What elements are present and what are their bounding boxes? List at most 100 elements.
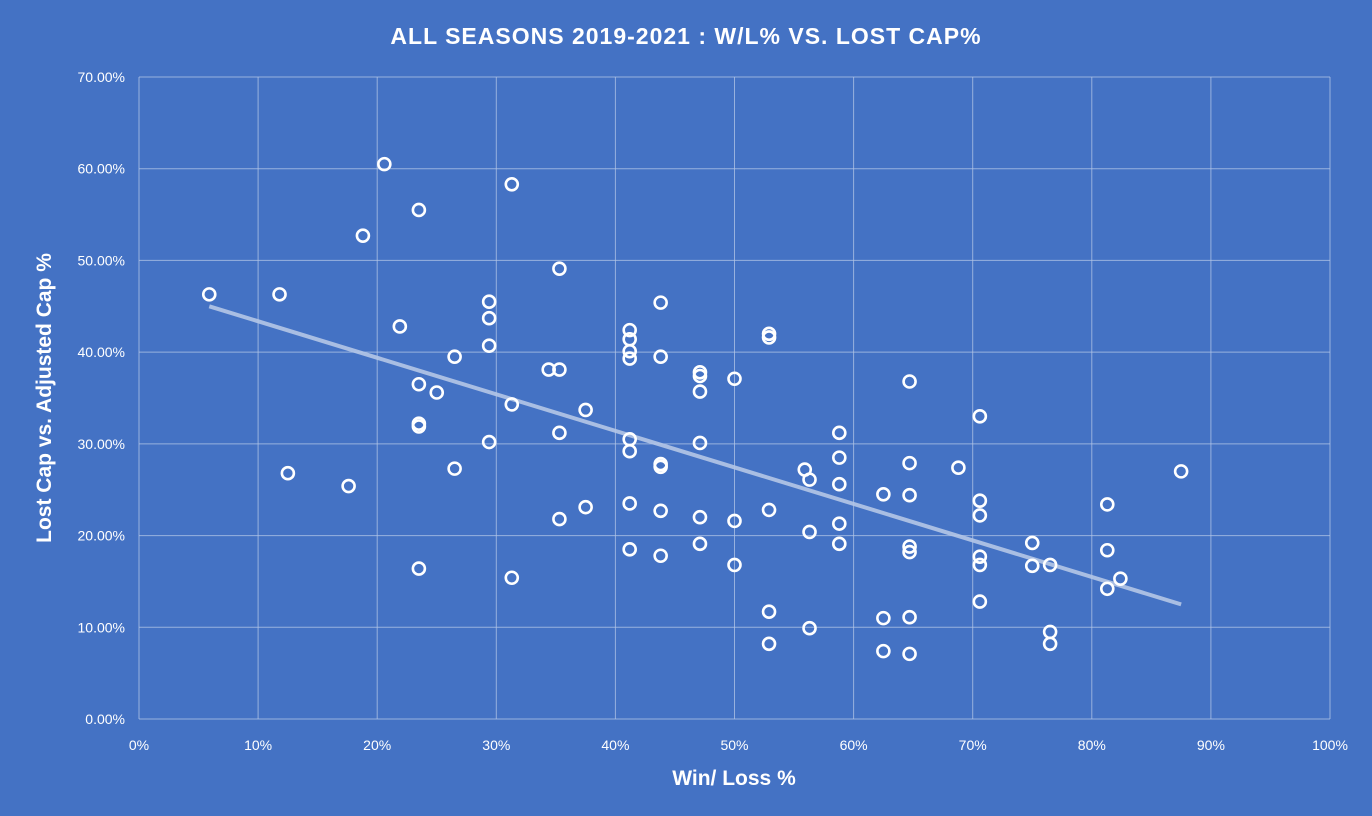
x-tick-label: 100% <box>1312 737 1348 753</box>
scatter-point <box>1113 571 1128 586</box>
scatter-point <box>552 511 567 527</box>
scatter-point <box>972 409 988 424</box>
scatter-point <box>972 594 988 609</box>
x-tick-label: 90% <box>1197 737 1225 753</box>
scatter-point <box>411 561 427 576</box>
scatter-point <box>653 349 668 365</box>
scatter-point <box>1024 535 1040 551</box>
x-tick-label: 50% <box>720 737 748 753</box>
scatter-point <box>902 544 917 560</box>
scatter-point <box>761 604 777 619</box>
scatter-point <box>802 524 817 540</box>
scatter-point <box>653 503 668 519</box>
scatter-point <box>653 459 668 475</box>
scatter-point <box>692 384 708 399</box>
scatter-point <box>972 557 988 573</box>
trendline <box>208 304 1182 607</box>
y-tick-label: 60.00% <box>78 161 125 177</box>
scatter-point <box>429 385 445 400</box>
scatter-point <box>552 362 567 377</box>
scatter-point <box>481 338 497 354</box>
scatter-point <box>1099 497 1115 512</box>
gridlines <box>138 76 1331 720</box>
scatter-point <box>653 548 668 564</box>
scatter-point <box>504 570 520 586</box>
scatter-point <box>727 557 742 573</box>
scatter-point <box>622 343 637 359</box>
scatter-point <box>832 450 847 465</box>
y-tick-label: 30.00% <box>78 436 125 452</box>
x-tick-label: 30% <box>482 737 510 753</box>
scatter-point <box>578 402 593 418</box>
scatter-point <box>504 397 520 412</box>
scatter-point <box>272 287 287 302</box>
scatter-point <box>1024 558 1040 574</box>
scatter-point <box>481 434 497 450</box>
scatter-point <box>972 549 988 564</box>
scatter-point <box>902 646 917 662</box>
scatter-point <box>411 202 427 218</box>
scatter-point <box>622 443 637 459</box>
scatter-point <box>902 539 917 554</box>
scatter-point <box>876 643 891 659</box>
x-tick-label: 20% <box>363 737 391 753</box>
scatter-point <box>1099 542 1115 558</box>
scatter-point <box>832 536 847 552</box>
scatter-point <box>622 542 637 557</box>
scatter-point <box>761 502 777 518</box>
scatter-point <box>727 513 742 529</box>
scatter-point <box>622 351 637 366</box>
y-tick-label: 10.00% <box>78 619 125 635</box>
scatter-point <box>832 476 847 492</box>
scatter-point <box>972 493 988 509</box>
x-tick-label: 0% <box>129 737 149 753</box>
scatter-point <box>1173 464 1189 479</box>
scatter-point <box>1042 557 1058 573</box>
x-axis-title: Win/ Loss % <box>672 767 796 790</box>
y-tick-label: 20.00% <box>78 528 125 544</box>
scatter-point <box>1042 636 1058 652</box>
scatter-point <box>355 228 371 243</box>
y-tick-label: 0.00% <box>85 711 125 727</box>
x-tick-label: 40% <box>601 737 629 753</box>
scatter-point <box>552 261 567 276</box>
scatter-point <box>692 509 708 525</box>
scatter-point <box>504 177 520 192</box>
scatter-point <box>876 486 891 502</box>
scatter-point <box>447 461 462 476</box>
x-tick-label: 60% <box>840 737 868 753</box>
y-tick-label: 50.00% <box>78 252 125 268</box>
tick-labels: 0.00% 10.00% 20.00% 30.00% 40.00% 50.00% 60.00… <box>78 69 1348 753</box>
y-tick-label: 40.00% <box>78 344 125 360</box>
scatter-point <box>902 374 917 389</box>
scatter-point <box>481 294 497 310</box>
scatter-point <box>902 609 917 625</box>
x-tick-label: 70% <box>959 737 987 753</box>
scatter-point <box>802 620 817 636</box>
x-tick-label: 80% <box>1078 737 1106 753</box>
scatter-point <box>280 465 296 481</box>
chart-title: ALL SEASONS 2019-2021 : W/L% VS. LOST CA… <box>390 23 981 49</box>
scatter-point <box>832 425 847 441</box>
scatter-point <box>201 287 217 302</box>
scatter-point <box>1099 581 1115 597</box>
scatter-point <box>692 435 708 451</box>
scatter-point <box>552 425 567 441</box>
x-tick-label: 10% <box>244 737 272 753</box>
trendline-layer <box>208 304 1182 607</box>
scatter-point <box>876 610 891 626</box>
scatter-point <box>481 310 497 326</box>
scatter-point <box>692 536 708 552</box>
scatter-point <box>832 516 847 531</box>
data-points <box>201 156 1189 662</box>
scatter-point <box>972 508 988 523</box>
scatter-point <box>761 636 777 652</box>
scatter-point <box>411 419 427 434</box>
y-axis-title: Lost Cap vs. Adjusted Cap % <box>33 253 56 543</box>
scatter-point <box>392 319 408 334</box>
scatter-point <box>902 487 917 503</box>
scatter-point <box>622 496 637 511</box>
scatter-point <box>377 156 392 172</box>
